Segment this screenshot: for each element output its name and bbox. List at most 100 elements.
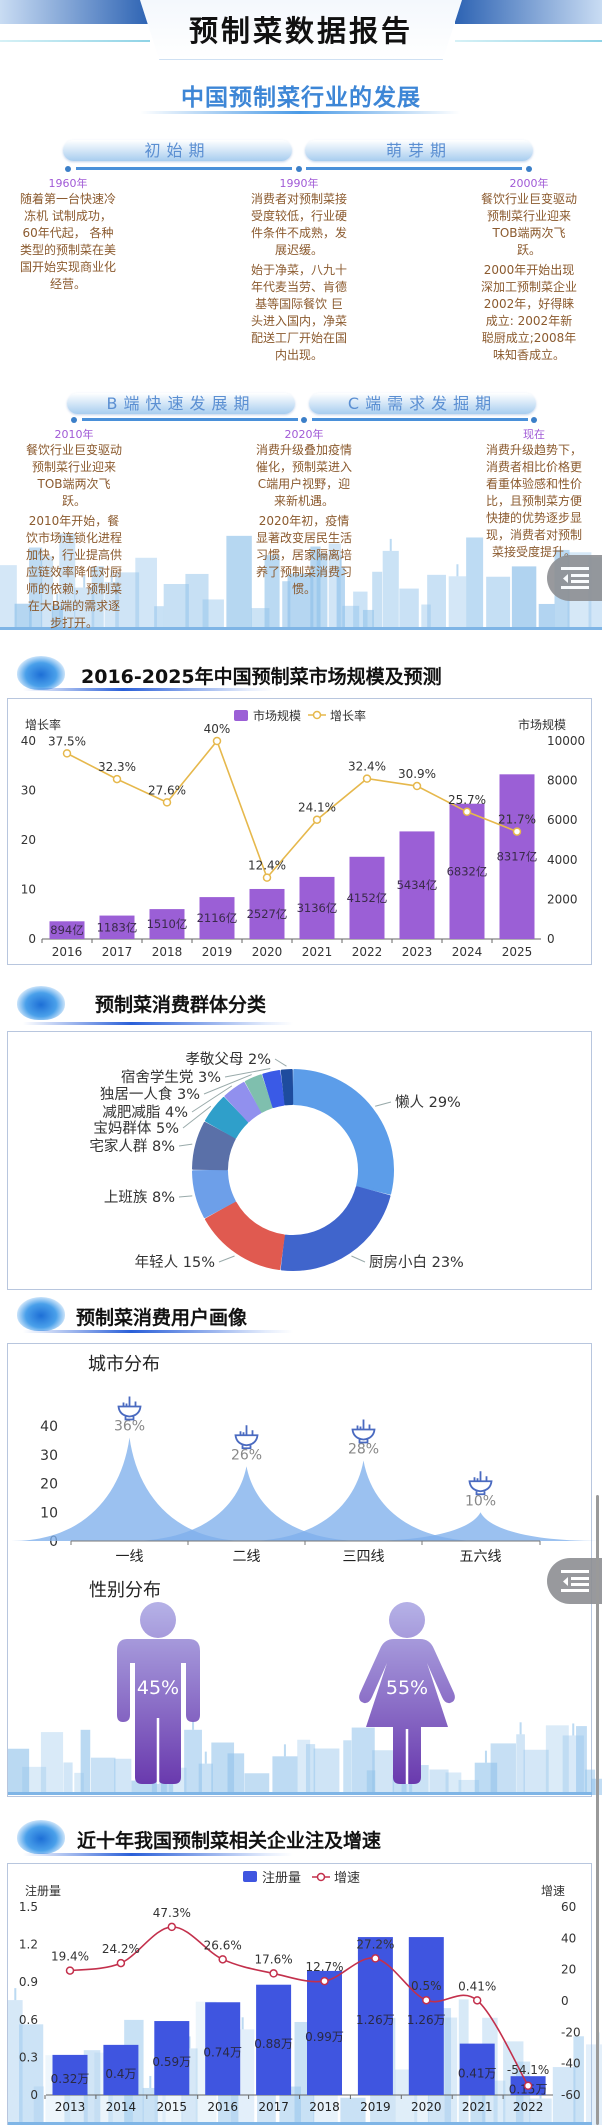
scrollbar[interactable] — [596, 1495, 599, 2125]
peak-label: 26% — [231, 1447, 262, 1463]
timeline-dot — [296, 166, 302, 172]
enterprise-section-title: 近十年我国预制菜相关企业注及增速 — [77, 1830, 382, 1852]
building — [421, 604, 431, 630]
bowl-icon — [234, 1425, 259, 1450]
building — [8, 2000, 23, 2125]
donut-slice — [204, 1096, 249, 1139]
timeline-dot — [531, 417, 537, 423]
growth-point — [269, 1969, 278, 1978]
x-tick-label: 2022 — [513, 2100, 544, 2114]
building — [104, 581, 119, 630]
building — [340, 2097, 366, 2125]
building — [64, 2091, 88, 2125]
leader-line — [203, 1074, 252, 1095]
growth-point — [162, 798, 172, 807]
x-tick-label: 2018 — [152, 945, 183, 959]
building — [486, 576, 511, 630]
growth-label: 0.5% — [411, 1979, 442, 1993]
x-tick-label: 五六线 — [460, 1549, 502, 1565]
ground-line — [8, 1792, 592, 1795]
y-tick-left: 0 — [28, 932, 36, 946]
building-spire — [241, 2017, 244, 2030]
milestone: 2000年 餐饮行业巨变驱动预制菜行业迎来TOB端两次飞跃。 2000年开始出现深加… — [481, 176, 577, 367]
building — [202, 599, 224, 630]
building — [552, 2067, 576, 2125]
building — [74, 1772, 84, 1795]
slice-label: 宿舍学生党 3% — [121, 1069, 221, 1086]
bar-value-label: 2116亿 — [197, 911, 238, 925]
milestone-text: 餐饮行业巨变驱动预制菜行业迎来TOB端两次飞跃。 — [26, 443, 123, 508]
leader-line — [224, 1068, 271, 1078]
slice-label: 懒人 29% — [395, 1094, 461, 1111]
x-tick-label: 2016 — [207, 2100, 238, 2114]
building — [448, 576, 467, 630]
x-tick-label: 2025 — [502, 945, 533, 959]
slice-label: 宅家人群 8% — [89, 1138, 175, 1155]
menu-float-button[interactable] — [547, 555, 602, 601]
building — [74, 587, 95, 630]
bar — [408, 1937, 444, 2095]
building — [573, 2036, 584, 2125]
y-tick-left: 10 — [21, 883, 36, 897]
growth-label: 27.2% — [356, 1937, 394, 1951]
leader-line — [218, 1255, 235, 1263]
y-tick-right: 6000 — [547, 813, 578, 827]
x-tick-label: 2017 — [258, 2100, 289, 2114]
list-indent-icon — [561, 567, 589, 589]
slice-label: 减肥减脂 4% — [102, 1104, 188, 1121]
x-tick-label: 一线 — [116, 1549, 144, 1565]
growth-point — [412, 781, 422, 791]
growth-label: 37.5% — [48, 734, 86, 748]
growth-label: -54.1% — [507, 2063, 549, 2077]
building — [90, 1757, 116, 1795]
timeline-line — [312, 418, 528, 421]
building — [40, 556, 54, 630]
building — [22, 1766, 47, 1795]
building — [470, 2088, 486, 2125]
growth-point — [116, 1958, 126, 1968]
growth-label: 17.6% — [255, 1952, 293, 1966]
building — [585, 1769, 596, 1795]
growth-label: 32.4% — [348, 760, 386, 774]
growth-label: 24.2% — [102, 1942, 140, 1956]
bar-value-label: 0.32万 — [51, 2072, 90, 2086]
section-globe-icon — [17, 656, 65, 690]
building — [114, 1758, 132, 1795]
bar — [154, 2021, 190, 2095]
y-tick-right: 0 — [561, 1994, 569, 2008]
bowl-body — [234, 1434, 259, 1447]
building — [372, 571, 383, 630]
growth-point — [312, 815, 322, 824]
growth-point — [472, 1996, 482, 2005]
milestone: 2010年 餐饮行业巨变驱动预制菜行业迎来TOB端两次飞跃。 2010年开始，餐饮市… — [26, 427, 122, 635]
growth-label: 21.7% — [498, 813, 536, 827]
milestone-text: 始于净菜，八九十年代麦当劳、肯德基等国际餐饮 巨头进入国内，净菜配送工厂开始在国… — [251, 263, 348, 362]
slice-label: 独居一人食 3% — [100, 1086, 200, 1103]
development-title: 中国预制菜行业的发展 — [181, 85, 421, 111]
building — [313, 1748, 340, 1795]
growth-point — [218, 1955, 227, 1964]
female-percent: 55% — [386, 1677, 428, 1699]
donut-slice — [192, 1169, 236, 1219]
building — [19, 2024, 44, 2125]
y-tick-right: 60 — [561, 1900, 576, 1914]
menu-float-button[interactable] — [547, 1558, 602, 1604]
bar — [357, 1937, 393, 2095]
milestone-text: 2000年开始出现深加工预制菜企业2002年，好得睐成立: 2002年新聪厨成立… — [481, 263, 578, 362]
slice-label: 宝妈群体 5% — [93, 1120, 179, 1137]
bar-value-label: 1.26万 — [356, 2013, 395, 2027]
building — [282, 581, 291, 630]
bowl-base — [124, 1416, 135, 1421]
building-spire — [192, 1717, 195, 1730]
building — [154, 606, 164, 630]
x-tick-label: 2019 — [202, 945, 233, 959]
building — [516, 1734, 525, 1795]
head — [389, 1602, 425, 1638]
milestone-text: 随着第一台快速冷冻机 试制成功，60年代起， 各种类型的预制菜在美 国开始实现商… — [20, 192, 117, 291]
building — [399, 588, 419, 630]
bar — [149, 909, 185, 939]
growth-label: 26.6% — [204, 1938, 242, 1952]
x-tick-label: 三四线 — [343, 1549, 385, 1565]
milestone-year: 2000年 — [509, 177, 549, 190]
